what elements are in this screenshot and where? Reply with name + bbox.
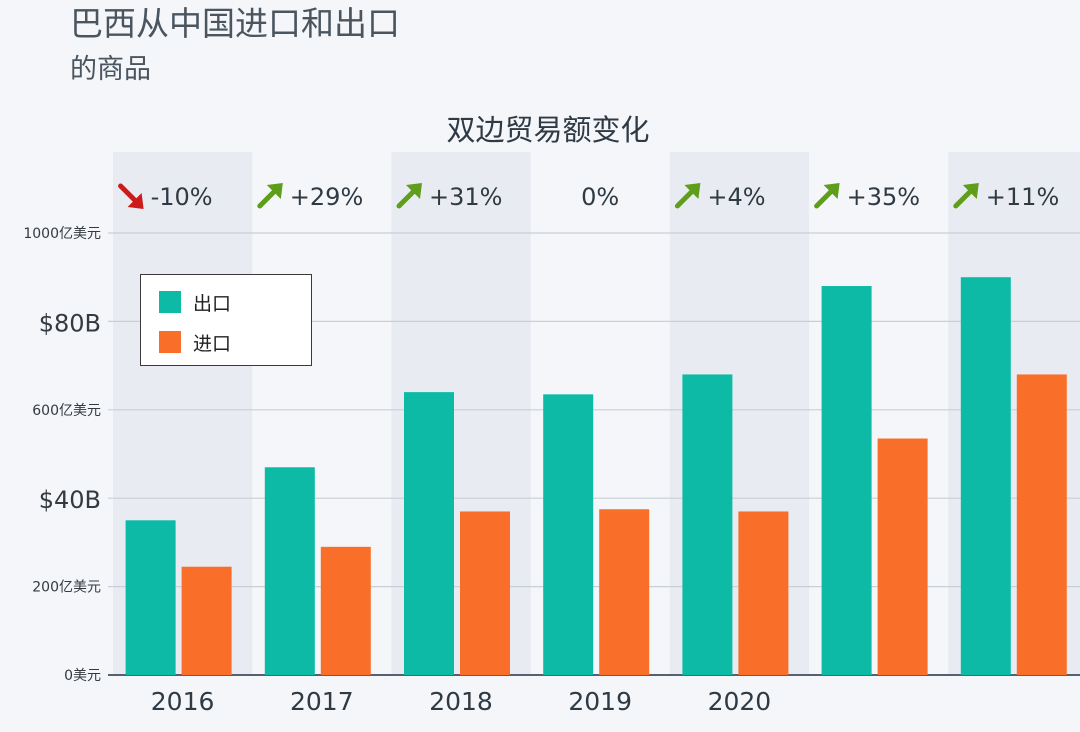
arrow-up-icon bbox=[257, 187, 279, 209]
bar-export bbox=[960, 277, 1011, 675]
x-tick-label: 2020 bbox=[708, 687, 772, 716]
legend-item-export: 出口 bbox=[159, 291, 232, 315]
legend-swatch-import bbox=[159, 331, 181, 353]
legend-label-export: 出口 bbox=[193, 292, 232, 315]
change-label: +31% bbox=[429, 183, 502, 211]
arrow-up-icon-head bbox=[406, 183, 422, 199]
y-tick-label: $80B bbox=[39, 309, 101, 337]
y-tick-label: 1000亿美元 bbox=[23, 226, 101, 242]
arrow-down-icon bbox=[118, 183, 140, 205]
x-tick-label: 2016 bbox=[151, 687, 215, 716]
chart-legend: 出口 进口 bbox=[140, 274, 312, 366]
change-label: +35% bbox=[847, 183, 920, 211]
legend-label-import: 进口 bbox=[193, 332, 232, 355]
change-label: +4% bbox=[707, 183, 765, 211]
chart-title: 双边贸易额变化 bbox=[446, 113, 649, 147]
bar-import bbox=[599, 509, 650, 675]
bar-export bbox=[125, 520, 176, 675]
bar-export bbox=[404, 392, 454, 675]
x-tick-label: 2017 bbox=[290, 687, 354, 716]
change-label: +29% bbox=[290, 183, 363, 211]
page-title: 巴西从中国进口和出口 bbox=[70, 4, 400, 43]
arrow-up-icon-head bbox=[266, 183, 283, 199]
arrow-up-icon bbox=[396, 187, 418, 209]
x-tick-label: 2019 bbox=[568, 687, 632, 716]
arrow-up-icon-head bbox=[684, 183, 701, 199]
page-subtitle: 的商品 bbox=[70, 54, 151, 85]
arrow-up-icon-head bbox=[962, 183, 979, 199]
bar-import bbox=[460, 511, 510, 675]
change-label: +11% bbox=[986, 183, 1059, 211]
bar-import bbox=[877, 438, 928, 675]
legend-item-import: 进口 bbox=[159, 331, 232, 355]
y-tick-label: $40B bbox=[39, 486, 101, 514]
legend-swatch-export bbox=[159, 291, 181, 313]
y-tick-label: 600亿美元 bbox=[32, 403, 101, 419]
bar-import bbox=[181, 566, 232, 675]
y-tick-label: 200亿美元 bbox=[32, 580, 101, 596]
change-label: 0% bbox=[581, 183, 619, 211]
bar-export bbox=[264, 467, 315, 675]
bar-export bbox=[543, 394, 594, 675]
bar-import bbox=[738, 511, 789, 675]
arrow-up-icon bbox=[674, 187, 696, 209]
arrow-up-icon bbox=[814, 187, 836, 209]
y-tick-label: 0美元 bbox=[64, 668, 101, 684]
x-tick-label: 2018 bbox=[429, 687, 493, 716]
bar-export bbox=[682, 374, 733, 675]
arrow-down-icon-head bbox=[127, 193, 144, 209]
arrow-up-icon bbox=[953, 187, 975, 209]
change-label: -10% bbox=[151, 183, 213, 211]
arrow-up-icon-head bbox=[823, 183, 840, 199]
bar-import bbox=[320, 546, 371, 675]
bar-import bbox=[1016, 374, 1067, 675]
bar-export bbox=[821, 286, 872, 675]
